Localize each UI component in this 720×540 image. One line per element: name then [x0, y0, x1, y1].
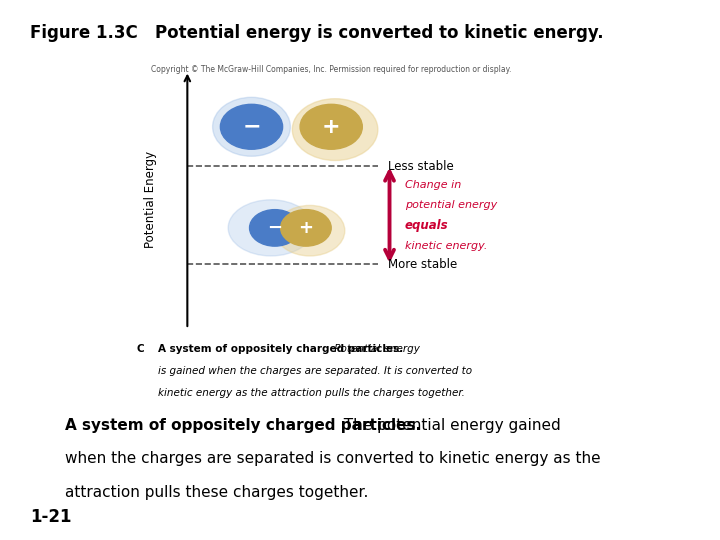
Circle shape — [220, 104, 283, 149]
Ellipse shape — [228, 200, 314, 256]
Text: Figure 1.3C: Figure 1.3C — [30, 24, 138, 42]
Text: +: + — [298, 219, 313, 237]
Text: −: − — [267, 219, 282, 237]
Text: when the charges are separated is converted to kinetic energy as the: when the charges are separated is conver… — [65, 451, 600, 467]
Text: 1-21: 1-21 — [30, 509, 72, 526]
Text: A system of oppositely charged particles.: A system of oppositely charged particles… — [65, 417, 421, 433]
Text: attraction pulls these charges together.: attraction pulls these charges together. — [65, 485, 368, 500]
Text: is gained when the charges are separated. It is converted to: is gained when the charges are separated… — [158, 366, 472, 376]
Circle shape — [250, 210, 300, 246]
Text: +: + — [322, 117, 341, 137]
Text: equals: equals — [405, 219, 449, 232]
Text: The potential energy gained: The potential energy gained — [334, 417, 561, 433]
Text: More stable: More stable — [387, 258, 456, 271]
Ellipse shape — [292, 99, 378, 160]
Ellipse shape — [212, 97, 290, 156]
Text: Potential energy: Potential energy — [331, 344, 420, 354]
Text: A system of oppositely charged particles.: A system of oppositely charged particles… — [158, 344, 403, 354]
Text: Potential energy is converted to kinetic energy.: Potential energy is converted to kinetic… — [155, 24, 603, 42]
Text: potential energy: potential energy — [405, 200, 498, 210]
Text: −: − — [242, 117, 261, 137]
Text: Less stable: Less stable — [387, 160, 454, 173]
Ellipse shape — [275, 205, 345, 256]
Text: kinetic energy.: kinetic energy. — [405, 241, 487, 251]
Text: Potential Energy: Potential Energy — [144, 151, 157, 248]
Circle shape — [281, 210, 331, 246]
Text: Change in: Change in — [405, 180, 462, 190]
Circle shape — [300, 104, 362, 149]
Text: C: C — [137, 344, 145, 354]
Text: ►: ► — [701, 518, 711, 532]
Text: Copyright © The McGraw-Hill Companies, Inc. Permission required for reproduction: Copyright © The McGraw-Hill Companies, I… — [151, 65, 511, 74]
Text: ◄: ◄ — [9, 518, 19, 532]
Text: kinetic energy as the attraction pulls the charges together.: kinetic energy as the attraction pulls t… — [158, 388, 465, 397]
